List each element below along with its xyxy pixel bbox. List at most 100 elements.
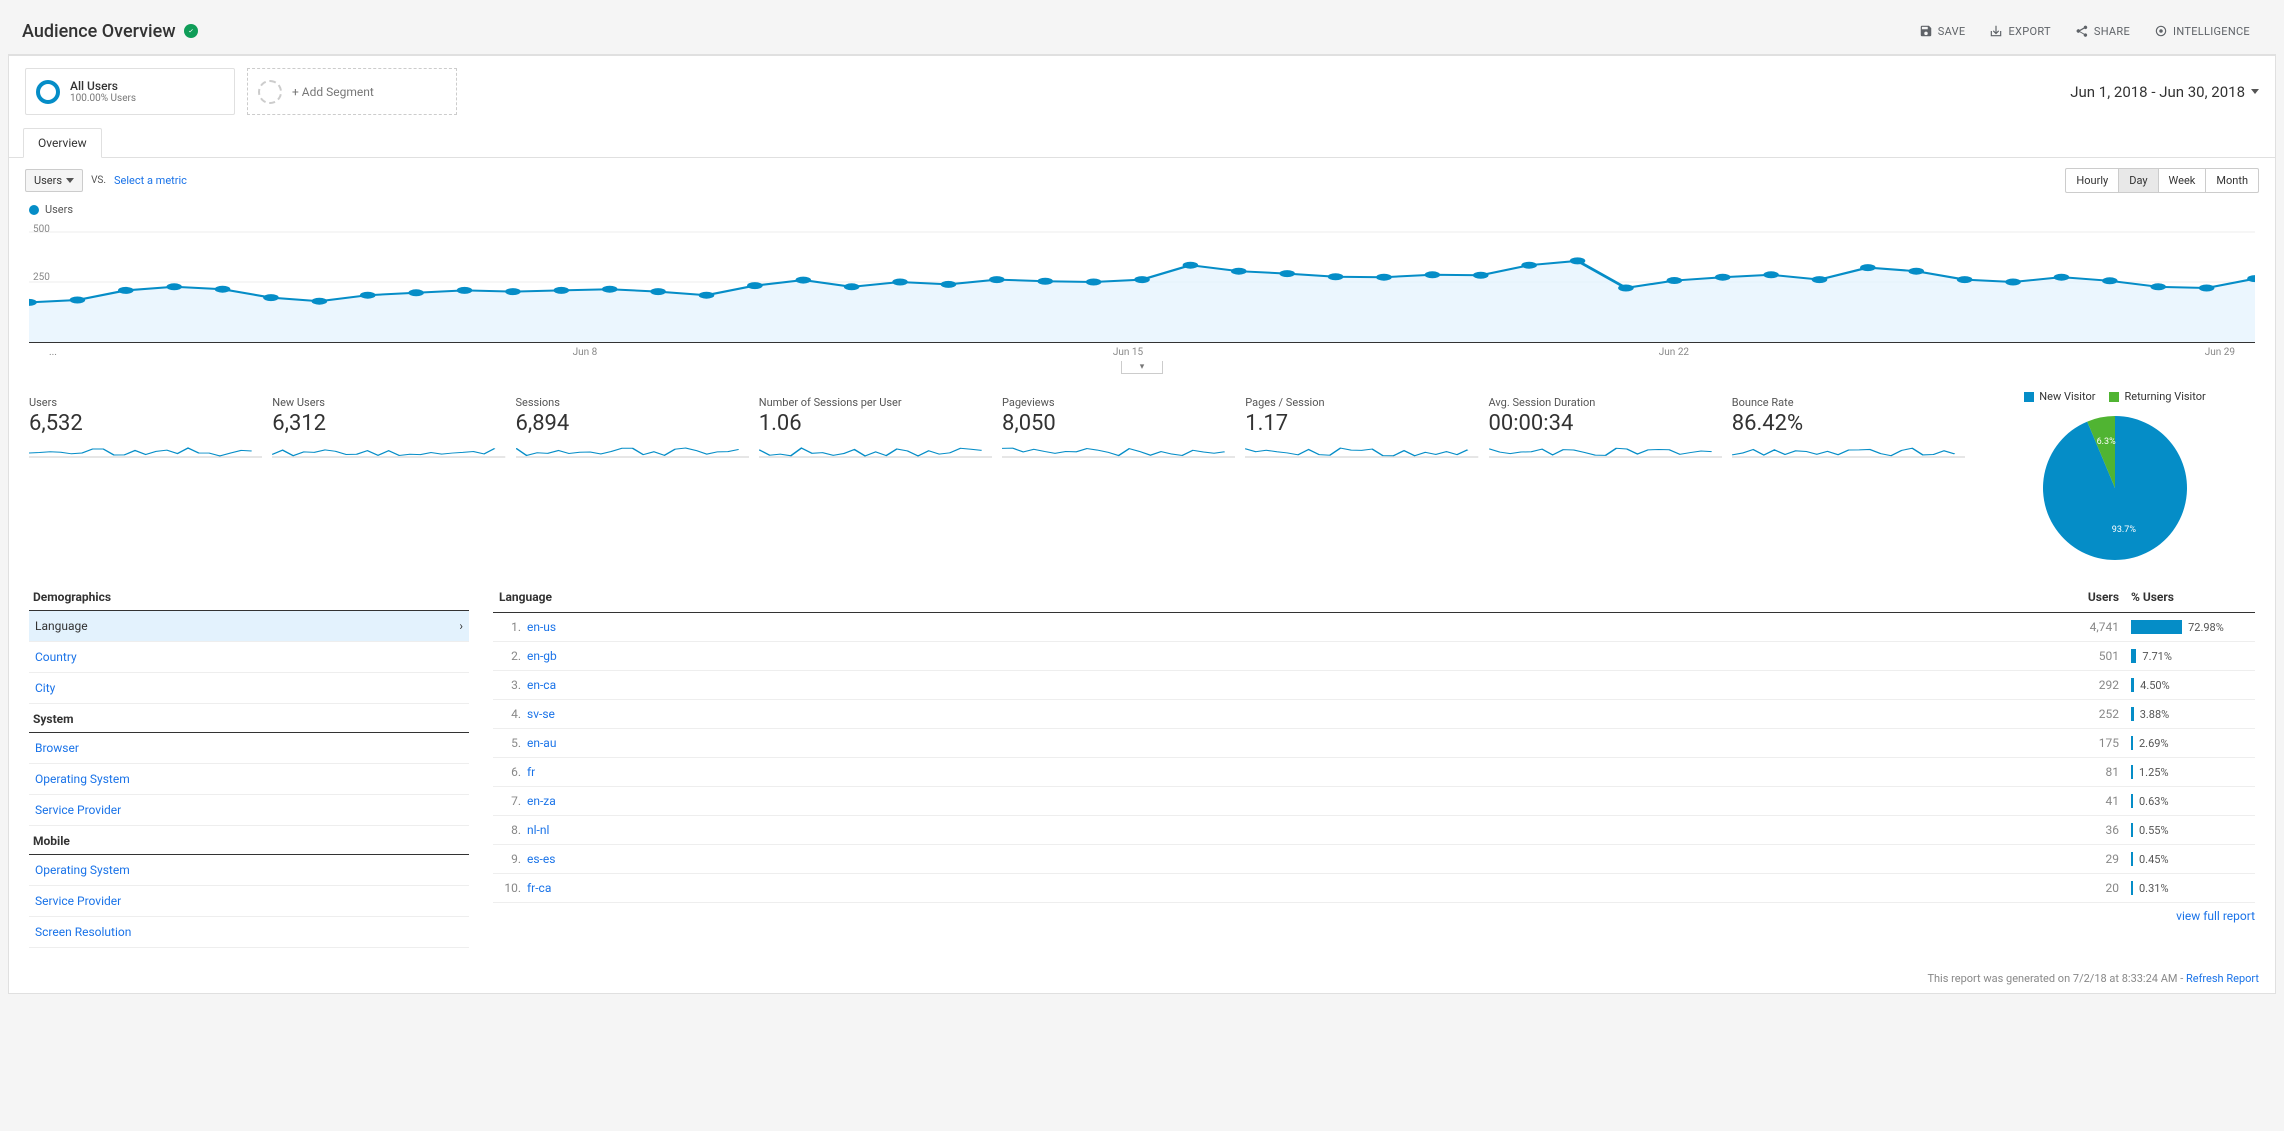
pie-legend: New VisitorReturning Visitor xyxy=(1975,390,2255,403)
segments-left: All Users 100.00% Users + Add Segment xyxy=(25,68,457,115)
metric-tile[interactable]: Number of Sessions per User 1.06 xyxy=(759,390,1002,566)
pct-cell: 0.55% xyxy=(2125,816,2255,845)
date-range-picker[interactable]: Jun 1, 2018 - Jun 30, 2018 xyxy=(2070,83,2259,101)
select-metric-link[interactable]: Select a metric xyxy=(114,174,187,187)
nav-item[interactable]: Service Provider xyxy=(29,795,469,826)
pct-bar xyxy=(2131,678,2134,692)
granularity-hourly[interactable]: Hourly xyxy=(2066,169,2118,192)
metric-dropdown[interactable]: Users xyxy=(25,169,83,192)
metrics-tiles: Users 6,532 New Users 6,312 Sessions 6,8… xyxy=(29,390,1975,566)
metric-tile[interactable]: Pageviews 8,050 xyxy=(1002,390,1245,566)
sparkline xyxy=(516,440,749,458)
pct-text: 0.55% xyxy=(2139,824,2169,837)
sparkline xyxy=(272,440,505,458)
save-button[interactable]: SAVE xyxy=(1907,18,1978,44)
tab-overview[interactable]: Overview xyxy=(23,128,102,158)
toolbar: SAVE EXPORT SHARE INTELLIGENCE xyxy=(1907,18,2262,44)
metric-label: Users xyxy=(29,396,262,409)
metric-value: 6,894 xyxy=(516,411,749,436)
nav-item[interactable]: Language› xyxy=(29,611,469,642)
collapse-button[interactable]: ▾ xyxy=(1121,361,1164,374)
sparkline xyxy=(1002,440,1235,458)
metric-tile[interactable]: Avg. Session Duration 00:00:34 xyxy=(1489,390,1732,566)
language-link[interactable]: en-au xyxy=(527,736,556,750)
sparkline xyxy=(759,440,992,458)
row-rank: 4. xyxy=(499,707,521,721)
nav-item[interactable]: Screen Resolution xyxy=(29,917,469,948)
language-link[interactable]: en-gb xyxy=(527,649,557,663)
visitor-pie-chart: 93.7%6.3% xyxy=(2040,413,2190,563)
nav-section-header: Mobile xyxy=(29,826,469,855)
content-card: All Users 100.00% Users + Add Segment Ju… xyxy=(8,55,2276,994)
collapse-handle: ▾ xyxy=(9,358,2275,374)
language-link[interactable]: en-us xyxy=(527,620,556,634)
language-link[interactable]: en-za xyxy=(527,794,556,808)
language-link[interactable]: fr-ca xyxy=(527,881,551,895)
granularity-month[interactable]: Month xyxy=(2205,169,2258,192)
nav-item[interactable]: City xyxy=(29,673,469,704)
language-link[interactable]: es-es xyxy=(527,852,555,866)
x-label: Jun 22 xyxy=(1659,347,1689,358)
users-value: 29 xyxy=(2045,845,2125,874)
nav-item[interactable]: Operating System xyxy=(29,855,469,886)
metric-tile[interactable]: Pages / Session 1.17 xyxy=(1245,390,1488,566)
row-rank: 6. xyxy=(499,765,521,779)
nav-item[interactable]: Browser xyxy=(29,733,469,764)
metrics-row: Users 6,532 New Users 6,312 Sessions 6,8… xyxy=(9,374,2275,576)
view-full-report-link[interactable]: view full report xyxy=(2176,909,2255,923)
refresh-report-link[interactable]: Refresh Report xyxy=(2186,972,2259,985)
row-rank: 5. xyxy=(499,736,521,750)
row-rank: 10. xyxy=(499,881,521,895)
pct-text: 72.98% xyxy=(2188,621,2224,634)
caret-down-icon xyxy=(2251,89,2259,94)
metric-value: 1.06 xyxy=(759,411,992,436)
nav-item[interactable]: Service Provider xyxy=(29,886,469,917)
sparkline xyxy=(29,440,262,458)
add-segment-button[interactable]: + Add Segment xyxy=(247,68,457,115)
sparkline xyxy=(1245,440,1478,458)
y-tick: 500 xyxy=(33,224,50,235)
pct-bar xyxy=(2131,649,2136,663)
sparkline xyxy=(1732,440,1965,458)
language-link[interactable]: sv-se xyxy=(527,707,555,721)
verified-icon xyxy=(184,24,198,38)
table-row: 7.en-za 41 0.63% xyxy=(493,787,2255,816)
pct-text: 2.69% xyxy=(2139,737,2169,750)
tab-bar: Overview xyxy=(9,127,2275,158)
metric-value: 86.42% xyxy=(1732,411,1965,436)
users-value: 20 xyxy=(2045,874,2125,903)
metric-tile[interactable]: Users 6,532 xyxy=(29,390,272,566)
table-row: 4.sv-se 252 3.88% xyxy=(493,700,2255,729)
col-header: Language xyxy=(493,582,2045,613)
row-rank: 7. xyxy=(499,794,521,808)
share-button[interactable]: SHARE xyxy=(2063,18,2142,44)
intelligence-button[interactable]: INTELLIGENCE xyxy=(2142,18,2262,44)
users-value: 4,741 xyxy=(2045,613,2125,642)
x-label: Jun 8 xyxy=(573,347,598,358)
nav-item[interactable]: Operating System xyxy=(29,764,469,795)
segment-all-users[interactable]: All Users 100.00% Users xyxy=(25,68,235,115)
metric-value: 8,050 xyxy=(1002,411,1235,436)
chart-legend: Users xyxy=(9,203,2275,222)
language-link[interactable]: fr xyxy=(527,765,535,779)
users-value: 292 xyxy=(2045,671,2125,700)
metric-tile[interactable]: Bounce Rate 86.42% xyxy=(1732,390,1975,566)
pct-cell: 2.69% xyxy=(2125,729,2255,758)
granularity-day[interactable]: Day xyxy=(2118,169,2157,192)
granularity-week[interactable]: Week xyxy=(2158,169,2206,192)
sparkline xyxy=(1489,440,1722,458)
pct-text: 7.71% xyxy=(2142,650,2172,663)
language-link[interactable]: nl-nl xyxy=(527,823,549,837)
svg-text:93.7%: 93.7% xyxy=(2112,525,2137,535)
chart-controls: Users VS. Select a metric HourlyDayWeekM… xyxy=(9,158,2275,203)
metric-label: Pageviews xyxy=(1002,396,1235,409)
export-button[interactable]: EXPORT xyxy=(1977,18,2062,44)
metric-tile[interactable]: Sessions 6,894 xyxy=(516,390,759,566)
view-full-report: view full report xyxy=(493,903,2255,929)
legend-color-icon xyxy=(2024,392,2034,402)
nav-item[interactable]: Country xyxy=(29,642,469,673)
language-link[interactable]: en-ca xyxy=(527,678,556,692)
metric-tile[interactable]: New Users 6,312 xyxy=(272,390,515,566)
pie-legend-item: Returning Visitor xyxy=(2109,390,2205,403)
x-label: ... xyxy=(49,347,57,358)
